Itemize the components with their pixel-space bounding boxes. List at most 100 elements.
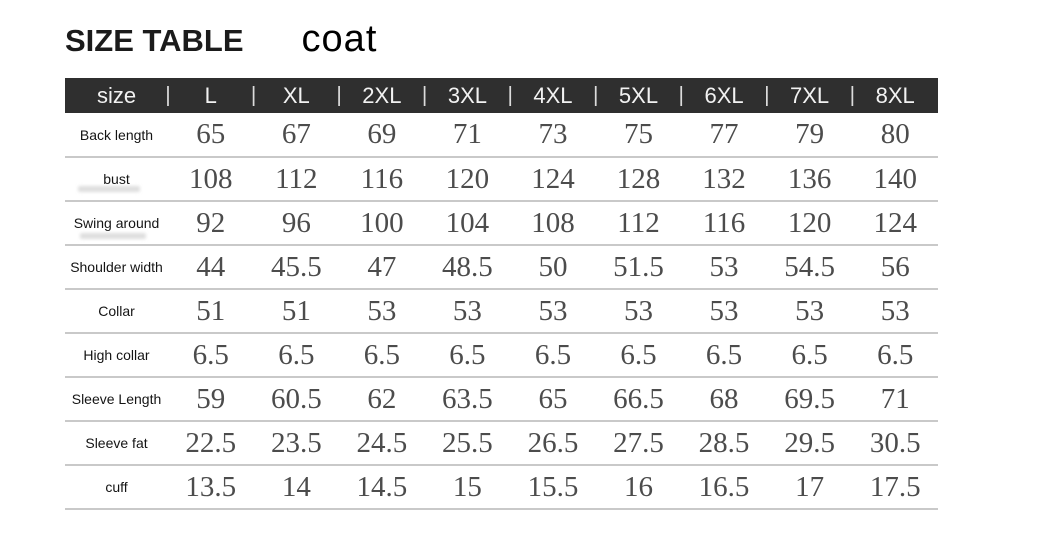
cell-cuff-5xl: 16 — [595, 465, 682, 510]
header-cell-l: L | — [168, 78, 257, 113]
cell-bust-2xl: 116 — [339, 157, 425, 202]
cell-swing-around-5xl: 112 — [595, 201, 682, 246]
cell-sleeve-fat-5xl: 27.5 — [595, 421, 682, 466]
cell-bust-5xl: 128 — [595, 157, 682, 202]
cell-swing-around-l: 92 — [168, 201, 254, 246]
cell-shoulder-width-2xl: 47 — [339, 245, 425, 290]
cell-shoulder-width-6xl: 53 — [681, 245, 767, 290]
cell-back-length-2xl: 69 — [339, 113, 425, 158]
cell-swing-around-4xl: 108 — [510, 201, 596, 246]
cell-cuff-2xl: 14.5 — [339, 465, 425, 510]
cell-high-collar-l: 6.5 — [168, 333, 254, 378]
cell-high-collar-7xl: 6.5 — [766, 333, 853, 378]
header-cell-label: 2XL — [362, 82, 402, 108]
header-cell-label: XL — [282, 82, 310, 108]
header-cell-7xl: 7XL | — [767, 78, 855, 113]
size-table: size | L | XL | 2XL | 3XL | 4XL | 5XL | 6XL | 7XL | 8XL Ba… — [65, 78, 938, 510]
cell-swing-around-7xl: 120 — [766, 201, 853, 246]
table-row-sleeve-length: Sleeve Length 59 60.5 62 63.5 65 66.5 68 69.5 71 — [65, 377, 938, 422]
cell-sleeve-fat-6xl: 28.5 — [681, 421, 767, 466]
size-table-header-row: size | L | XL | 2XL | 3XL | 4XL | 5XL | 6XL | 7XL | 8XL — [65, 78, 938, 113]
cell-back-length-5xl: 75 — [595, 113, 682, 158]
cell-cuff-4xl: 15.5 — [510, 465, 596, 510]
cell-bust-4xl: 124 — [510, 157, 596, 202]
cell-high-collar-3xl: 6.5 — [424, 333, 511, 378]
header-cell-label: 3XL — [447, 82, 487, 108]
cell-back-length-8xl: 80 — [852, 113, 938, 158]
cell-collar-2xl: 53 — [339, 289, 425, 334]
header-cell-4xl: 4XL | — [510, 78, 598, 113]
cell-high-collar-6xl: 6.5 — [681, 333, 767, 378]
header-cell-8xl: 8XL — [852, 78, 938, 113]
cell-collar-l: 51 — [168, 289, 254, 334]
cell-shoulder-width-8xl: 56 — [852, 245, 938, 290]
cell-swing-around-8xl: 124 — [852, 201, 938, 246]
row-label-sleeve-length: Sleeve Length — [65, 377, 168, 422]
header-cell-label: 5XL — [618, 82, 659, 108]
header-cell-xl: XL | — [254, 78, 342, 113]
cell-back-length-4xl: 73 — [510, 113, 596, 158]
cell-sleeve-length-5xl: 66.5 — [595, 377, 682, 422]
table-row-shoulder-width: Shoulder width 44 45.5 47 48.5 50 51.5 53 54.5 56 — [65, 245, 938, 290]
header-cell-2xl: 2XL | — [339, 78, 427, 113]
header-cell-label: 6XL — [704, 82, 744, 108]
cell-sleeve-length-4xl: 65 — [510, 377, 596, 422]
cell-collar-6xl: 53 — [681, 289, 767, 334]
header-cell-6xl: 6XL | — [681, 78, 769, 113]
cell-collar-7xl: 53 — [766, 289, 853, 334]
header-cell-3xl: 3XL | — [425, 78, 513, 113]
header-cell-label: size — [96, 82, 137, 108]
cell-shoulder-width-3xl: 48.5 — [424, 245, 511, 290]
cell-high-collar-5xl: 6.5 — [595, 333, 682, 378]
cell-back-length-6xl: 77 — [681, 113, 767, 158]
cell-bust-8xl: 140 — [852, 157, 938, 202]
cell-sleeve-length-7xl: 69.5 — [766, 377, 853, 422]
cell-high-collar-xl: 6.5 — [253, 333, 340, 378]
row-label-shoulder-width: Shoulder width — [65, 245, 168, 290]
cell-bust-xl: 112 — [253, 157, 340, 202]
cell-back-length-xl: 67 — [253, 113, 340, 158]
eraser-smudge-artifact — [80, 233, 146, 239]
cell-shoulder-width-xl: 45.5 — [253, 245, 340, 290]
cell-collar-xl: 51 — [253, 289, 340, 334]
eraser-smudge-artifact — [78, 186, 140, 192]
cell-sleeve-fat-3xl: 25.5 — [424, 421, 511, 466]
row-label-bust: bust — [65, 157, 168, 202]
cell-shoulder-width-4xl: 50 — [510, 245, 596, 290]
cell-bust-l: 108 — [168, 157, 254, 202]
size-table-head: size | L | XL | 2XL | 3XL | 4XL | 5XL | 6XL | 7XL | 8XL — [65, 78, 938, 113]
table-row-swing-around: Swing around 92 96 100 104 108 112 116 120 124 — [65, 201, 938, 246]
table-row-bust: bust 108 112 116 120 124 128 132 136 140 — [65, 157, 938, 202]
cell-collar-3xl: 53 — [424, 289, 511, 334]
cell-sleeve-length-3xl: 63.5 — [424, 377, 511, 422]
cell-shoulder-width-5xl: 51.5 — [595, 245, 682, 290]
header-cell-label: 4XL — [533, 82, 573, 108]
cell-sleeve-fat-8xl: 30.5 — [852, 421, 938, 466]
table-row-sleeve-fat: Sleeve fat 22.5 23.5 24.5 25.5 26.5 27.5 28.5 29… — [65, 421, 938, 466]
header-cell-size: size | — [65, 78, 171, 113]
cell-cuff-6xl: 16.5 — [681, 465, 767, 510]
cell-swing-around-2xl: 100 — [339, 201, 425, 246]
cell-cuff-8xl: 17.5 — [852, 465, 938, 510]
cell-sleeve-length-8xl: 71 — [852, 377, 938, 422]
header-cell-label: 7XL — [790, 82, 830, 108]
cell-collar-5xl: 53 — [595, 289, 682, 334]
cell-shoulder-width-l: 44 — [168, 245, 254, 290]
cell-bust-7xl: 136 — [766, 157, 853, 202]
row-label-sleeve-fat: Sleeve fat — [65, 421, 168, 466]
header-cell-5xl: 5XL | — [596, 78, 684, 113]
cell-shoulder-width-7xl: 54.5 — [766, 245, 853, 290]
cell-cuff-xl: 14 — [253, 465, 340, 510]
cell-sleeve-fat-l: 22.5 — [168, 421, 254, 466]
cell-sleeve-fat-xl: 23.5 — [253, 421, 340, 466]
title-row: SIZE TABLE coat — [65, 18, 377, 61]
cell-high-collar-4xl: 6.5 — [510, 333, 596, 378]
cell-high-collar-8xl: 6.5 — [852, 333, 938, 378]
page-title: SIZE TABLE — [65, 23, 244, 58]
table-row-back-length: Back length 65 67 69 71 73 75 77 79 80 — [65, 113, 938, 158]
cell-high-collar-2xl: 6.5 — [339, 333, 425, 378]
cell-back-length-l: 65 — [168, 113, 254, 158]
row-label-high-collar: High collar — [65, 333, 168, 378]
cell-bust-6xl: 132 — [681, 157, 767, 202]
